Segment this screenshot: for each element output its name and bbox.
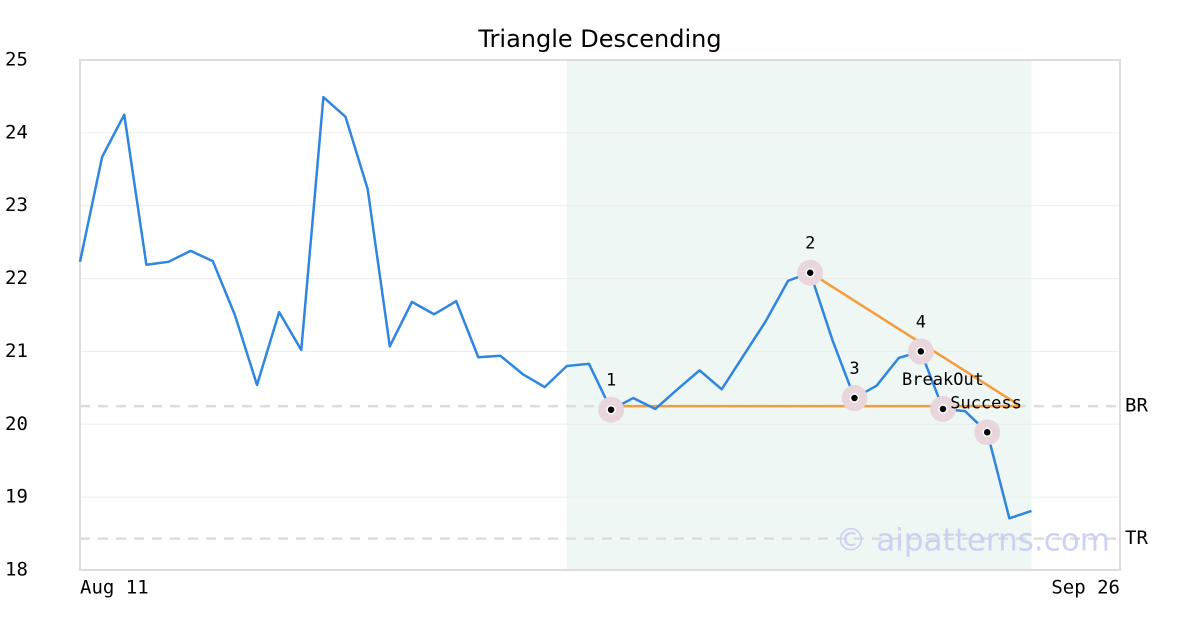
pattern-label: 3 (849, 359, 859, 379)
pattern-point (938, 404, 948, 414)
chart-title: Triangle Descending (477, 25, 721, 53)
y-tick-label: 22 (5, 267, 28, 289)
pattern-point (982, 427, 992, 438)
pattern-point (606, 404, 616, 415)
y-tick-label: 25 (5, 49, 28, 71)
price-line (78, 95, 1032, 520)
y-tick-label: 23 (5, 194, 28, 216)
y-tick-label: 21 (5, 340, 28, 362)
pattern-label: Success (950, 393, 1022, 413)
x-tick-label: Aug 11 (80, 577, 149, 599)
pattern-label: 2 (805, 234, 815, 254)
pattern-label: BreakOut (902, 370, 984, 390)
pattern-point (805, 267, 815, 278)
watermark: © aipatterns.com (835, 523, 1110, 559)
plot-frame (79, 59, 1121, 571)
y-tick-label: 20 (5, 413, 28, 435)
y-tick-label: 18 (5, 559, 28, 581)
level-label: BR (1125, 395, 1148, 417)
level-label: TR (1125, 527, 1148, 549)
pattern-range (566, 60, 1032, 570)
x-tick-label: Sep 26 (1051, 577, 1120, 599)
pattern-label: 4 (916, 312, 926, 332)
pattern-point (916, 346, 926, 357)
pattern-point (849, 393, 860, 403)
y-tick-label: 19 (5, 486, 28, 508)
pattern-label: 1 (606, 371, 616, 391)
y-tick-label: 24 (5, 121, 28, 143)
trend-line (809, 271, 1022, 408)
